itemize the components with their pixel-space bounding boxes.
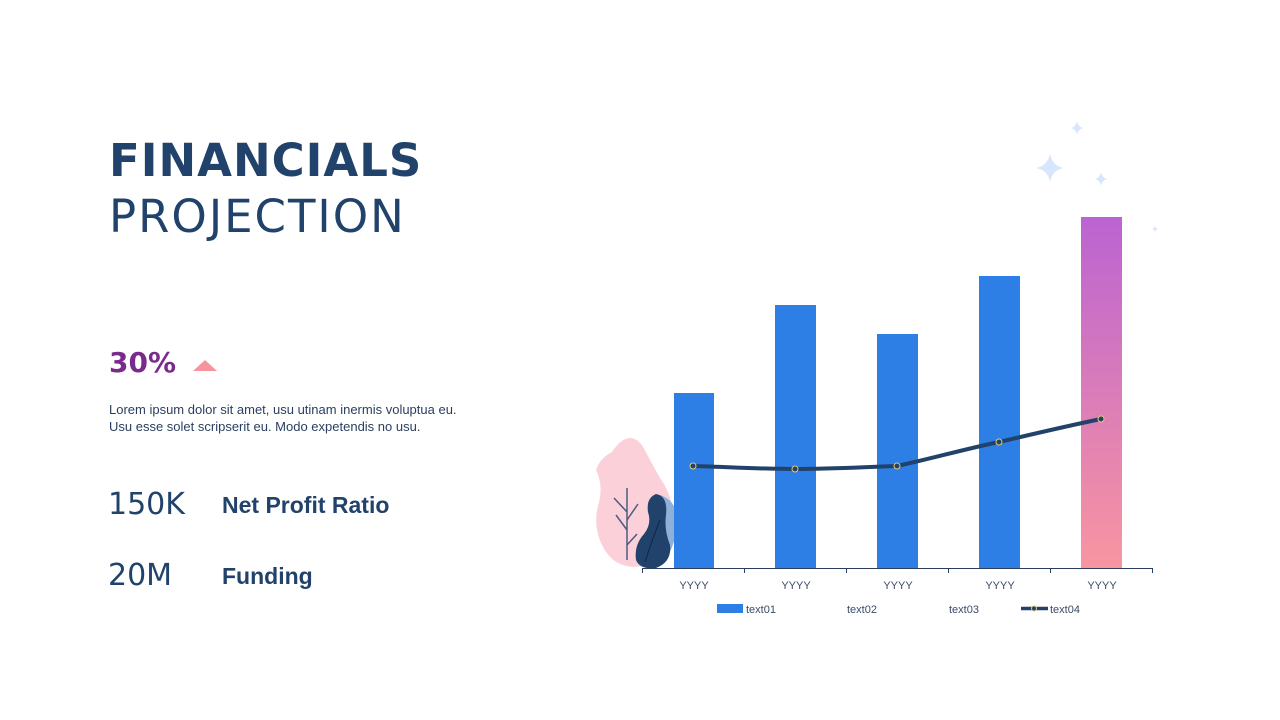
bar-series-text01 xyxy=(674,217,1122,568)
bar-5-highlight xyxy=(1081,217,1122,568)
title-line-2: PROJECTION xyxy=(109,190,406,243)
x-axis xyxy=(642,568,1153,573)
x-tick-label: YYYY xyxy=(1087,580,1117,592)
legend-item-text01: text01 xyxy=(746,604,776,616)
bar-2 xyxy=(775,305,816,568)
x-tick-label: YYYY xyxy=(883,580,913,592)
title-line-1: FINANCIALS xyxy=(109,134,423,187)
description-text: Lorem ipsum dolor sit amet, usu utinam i… xyxy=(109,402,457,434)
bar-4 xyxy=(979,276,1020,568)
x-tick-label: YYYY xyxy=(679,580,709,592)
legend-swatch-bar-icon xyxy=(717,604,743,613)
stat-label-net-profit: Net Profit Ratio xyxy=(222,492,390,518)
legend-item-text03: text03 xyxy=(949,604,979,616)
x-tick-label: YYYY xyxy=(985,580,1015,592)
sparkle-icons xyxy=(1036,121,1158,232)
x-tick-label: YYYY xyxy=(781,580,811,592)
bar-3 xyxy=(877,334,918,568)
stat-value-funding: 20M xyxy=(108,558,173,593)
plant-illustration xyxy=(596,437,678,569)
chart-legend: text01 text02 text03 text04 xyxy=(717,604,1080,616)
legend-item-text02: text02 xyxy=(847,604,877,616)
triangle-up-icon xyxy=(193,360,217,371)
line-series-text04 xyxy=(689,415,1105,473)
bar-1 xyxy=(674,393,714,568)
stat-label-funding: Funding xyxy=(222,563,313,589)
growth-percent: 30% xyxy=(109,346,177,379)
stat-value-net-profit: 150K xyxy=(108,487,185,522)
legend-item-text04: text04 xyxy=(1050,604,1080,616)
